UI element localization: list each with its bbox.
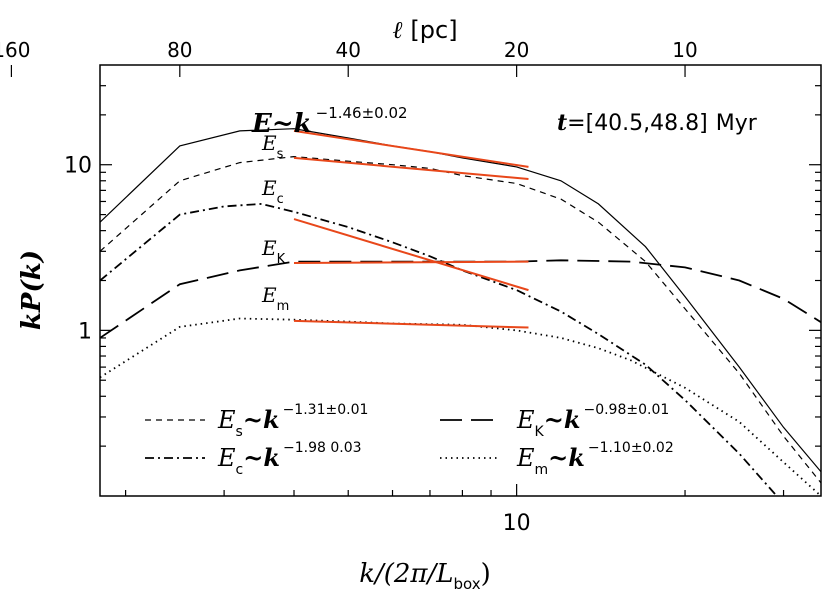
x-tick-label: 10	[503, 511, 531, 536]
fit-line-em	[293, 319, 529, 329]
legend-entry-es: Es~k −1.31±0.01	[217, 402, 368, 440]
fit-line-ek	[293, 260, 529, 265]
fit-line-e	[293, 129, 529, 168]
y-tick-label: 10	[64, 154, 92, 179]
label-em: Em	[261, 283, 289, 314]
top-axis-tick-label: 10	[672, 38, 697, 62]
fit-layer	[293, 129, 529, 329]
plot-frame	[99, 64, 822, 497]
legend-entry-ek: EK~k −0.98±0.01	[516, 402, 669, 440]
top-axis-tick-label: 40	[335, 38, 360, 62]
time-range-label: t=[40.5,48.8] Myr	[557, 110, 758, 136]
top-axis-label: ℓ [pc]	[392, 16, 457, 44]
series-line-s	[100, 155, 821, 484]
legend: Es~k −1.31±0.01 EK~k −0.98±0.01 Ec~k −1.98 …	[145, 402, 674, 478]
x-axis-label: k/(2π/Lbox)	[359, 559, 491, 593]
series-line-c	[100, 202, 778, 496]
top-axis-tick-label: 160	[0, 38, 30, 62]
fit-line-ec	[293, 218, 529, 292]
total-energy-fit-label: E~k −1.46±0.02	[251, 104, 408, 139]
top-axis-tick-label: 20	[504, 38, 529, 62]
label-es: Es	[261, 131, 284, 162]
legend-entry-ec: Ec~k −1.98 0.03	[217, 440, 362, 478]
fit-line-es	[293, 156, 529, 180]
top-axis-tick-label: 80	[167, 38, 192, 62]
label-ec: Ec	[261, 176, 284, 207]
series-line-total	[100, 128, 821, 473]
y-axis-label: kP(k)	[17, 250, 47, 330]
tick-layer: 10110160804020105	[0, 38, 821, 536]
legend-entry-em: Em~k −1.10±0.02	[516, 440, 674, 478]
label-ek: EK	[261, 236, 286, 267]
y-tick-label: 1	[78, 319, 92, 344]
